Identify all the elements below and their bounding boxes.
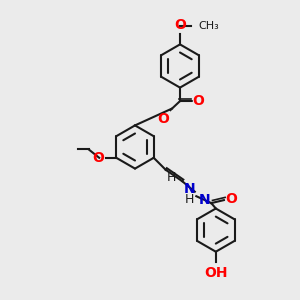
Text: O: O (174, 18, 186, 32)
Text: O: O (225, 192, 237, 206)
Text: N: N (198, 193, 210, 207)
Text: H: H (167, 171, 176, 184)
Text: O: O (193, 94, 205, 108)
Text: H: H (184, 193, 194, 206)
Text: CH₃: CH₃ (199, 21, 219, 32)
Text: O: O (157, 112, 169, 126)
Text: O: O (92, 151, 104, 165)
Text: N: N (183, 182, 195, 196)
Text: OH: OH (204, 266, 228, 280)
